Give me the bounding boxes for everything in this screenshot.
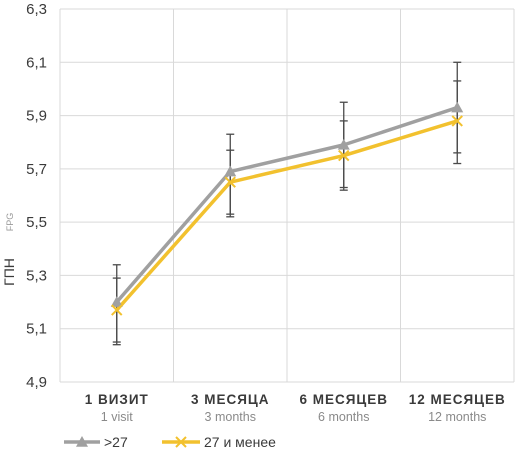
y-tick-label: 5,5 [26, 214, 47, 231]
y-axis-label-group: ГПН FPG [1, 213, 17, 286]
marker-stroke [224, 176, 236, 188]
data-point-1 [111, 304, 123, 316]
y-axis-label: ГПН [1, 258, 17, 286]
legend-label: >27 [104, 434, 128, 450]
x-category-label: 6 МЕСЯЦЕВ [299, 392, 388, 407]
marker-stroke [175, 436, 187, 448]
marker-stroke [111, 304, 123, 316]
legend-marker [175, 436, 187, 448]
series-markers [110, 101, 464, 316]
y-axis-label-sub: FPG [5, 213, 15, 232]
marker-stroke [451, 115, 463, 127]
x-axis-categories: 1 ВИЗИТ 1 visit 3 МЕСЯЦА 3 months 6 МЕСЯЦЕВ 6… [85, 392, 506, 424]
series-lines [115, 105, 458, 312]
y-axis-ticks: 4,9 5,1 5,3 5,5 5,7 5,9 6,1 6,3 [26, 1, 47, 391]
y-tick-label: 5,1 [26, 321, 47, 338]
x-category-label: 3 МЕСЯЦА [191, 392, 270, 407]
x-category-sublabel: 12 months [428, 410, 486, 424]
y-tick-label: 5,7 [26, 161, 47, 178]
data-point-0 [337, 138, 350, 150]
x-category-sublabel: 1 visit [101, 410, 133, 424]
x-category-sublabel: 3 months [205, 410, 256, 424]
data-point-1 [224, 176, 236, 188]
data-point-0 [110, 296, 123, 307]
legend: >27 27 и менее [64, 434, 276, 450]
legend-label: 27 и менее [204, 434, 276, 450]
x-category-label: 12 МЕСЯЦЕВ [409, 392, 506, 407]
x-category-label: 1 ВИЗИТ [85, 392, 149, 407]
data-point-0 [451, 101, 464, 113]
data-point-1 [451, 115, 463, 127]
series-line-1 [115, 119, 458, 312]
y-tick-label: 5,3 [26, 267, 47, 284]
x-category-sublabel: 6 months [318, 410, 369, 424]
legend-item: >27 [64, 434, 128, 450]
data-point-0 [224, 165, 237, 177]
legend-item: 27 и менее [162, 434, 276, 450]
legend-marker [76, 436, 88, 447]
y-tick-label: 5,9 [26, 108, 47, 125]
marker-stroke [338, 149, 350, 162]
series-line-0 [115, 105, 458, 304]
y-tick-label: 6,1 [26, 54, 47, 71]
y-tick-label: 6,3 [26, 1, 47, 18]
data-point-1 [338, 149, 350, 162]
grid-lines [59, 8, 515, 383]
y-tick-label: 4,9 [26, 374, 47, 391]
